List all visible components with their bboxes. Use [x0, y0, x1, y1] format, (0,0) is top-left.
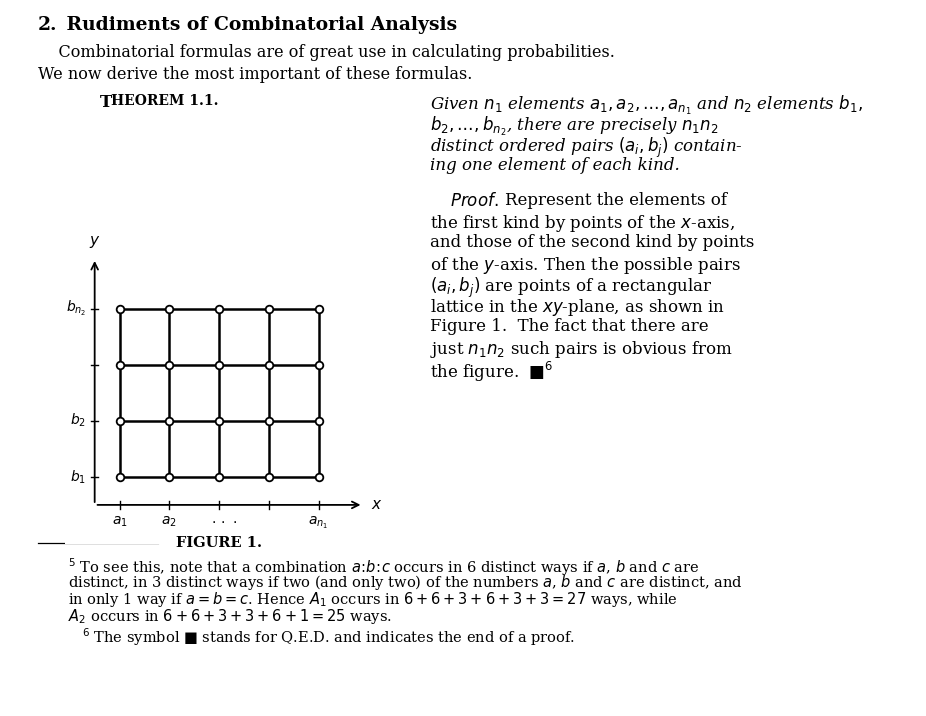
- Text: just $n_1n_2$ such pairs is obvious from: just $n_1n_2$ such pairs is obvious from: [430, 339, 732, 360]
- Text: Represent the elements of: Represent the elements of: [505, 192, 727, 209]
- Text: $x$: $x$: [370, 498, 382, 512]
- Text: FIGURE 1.: FIGURE 1.: [176, 536, 262, 550]
- Text: 2.: 2.: [38, 16, 57, 34]
- Text: $^6$ The symbol $\blacksquare$ stands for Q.E.D. and indicates the end of a proo: $^6$ The symbol $\blacksquare$ stands fo…: [82, 626, 575, 648]
- Text: $b_1$: $b_1$: [70, 468, 86, 485]
- Text: distinct ordered pairs $(a_i, b_j)$ contain-: distinct ordered pairs $(a_i, b_j)$ cont…: [430, 136, 743, 160]
- Text: HEOREM 1.1.: HEOREM 1.1.: [111, 94, 219, 108]
- Text: $(a_i, b_j)$ are points of a rectangular: $(a_i, b_j)$ are points of a rectangular: [430, 276, 713, 300]
- Text: Given $n_1$ elements $a_1, a_2, \ldots, a_{n_1}$ and $n_2$ elements $b_1,$: Given $n_1$ elements $a_1, a_2, \ldots, …: [430, 94, 863, 117]
- Text: $a_2$: $a_2$: [161, 515, 177, 529]
- Text: lattice in the $xy$-plane, as shown in: lattice in the $xy$-plane, as shown in: [430, 297, 725, 318]
- Text: $b_2, \ldots, b_{n_2}$, there are precisely $n_1n_2$: $b_2, \ldots, b_{n_2}$, there are precis…: [430, 115, 719, 138]
- Text: Combinatorial formulas are of great use in calculating probabilities.: Combinatorial formulas are of great use …: [38, 44, 615, 61]
- Text: $y$: $y$: [89, 233, 100, 250]
- Text: T: T: [100, 94, 112, 111]
- Text: Rudiments of Combinatorial Analysis: Rudiments of Combinatorial Analysis: [60, 16, 457, 34]
- Text: $\mathit{Proof.}$: $\mathit{Proof.}$: [450, 192, 498, 210]
- Text: the first kind by points of the $x$-axis,: the first kind by points of the $x$-axis…: [430, 213, 735, 234]
- Text: the figure.  $\blacksquare^6$: the figure. $\blacksquare^6$: [430, 360, 554, 384]
- Text: $a_{n_1}$: $a_{n_1}$: [308, 515, 329, 531]
- Text: $\cdot\,\cdot\,\cdot$: $\cdot\,\cdot\,\cdot$: [211, 514, 237, 528]
- Text: in only 1 way if $a = b = c$. Hence $A_1$ occurs in $6+6+3+6+3+3=27$ ways, while: in only 1 way if $a = b = c$. Hence $A_1…: [68, 590, 678, 609]
- Text: and those of the second kind by points: and those of the second kind by points: [430, 234, 755, 251]
- Text: of the $y$-axis. Then the possible pairs: of the $y$-axis. Then the possible pairs: [430, 255, 741, 276]
- Text: Figure 1.  The fact that there are: Figure 1. The fact that there are: [430, 318, 708, 335]
- Text: distinct, in 3 distinct ways if two (and only two) of the numbers $a$, $b$ and $: distinct, in 3 distinct ways if two (and…: [68, 573, 743, 592]
- Text: $^5$ To see this, note that a combination $a\!:\!b\!:\!c$ occurs in 6 distinct w: $^5$ To see this, note that a combinatio…: [68, 556, 699, 578]
- Text: $b_{n_2}$: $b_{n_2}$: [66, 299, 86, 318]
- Text: ing one element of each kind.: ing one element of each kind.: [430, 157, 680, 174]
- Text: $A_2$ occurs in $6+6+3+3+6+1=25$ ways.: $A_2$ occurs in $6+6+3+3+6+1=25$ ways.: [68, 607, 392, 626]
- Text: $a_1$: $a_1$: [112, 515, 128, 529]
- Text: $b_2$: $b_2$: [70, 412, 86, 430]
- Text: We now derive the most important of these formulas.: We now derive the most important of thes…: [38, 66, 472, 83]
